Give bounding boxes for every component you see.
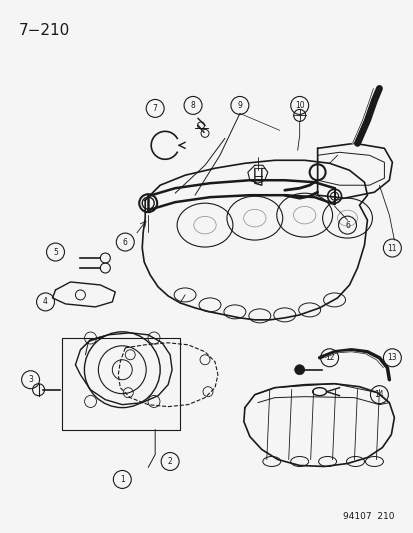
- Text: 14: 14: [374, 390, 383, 399]
- Text: 11: 11: [387, 244, 396, 253]
- Text: 12: 12: [324, 353, 334, 362]
- Text: 3: 3: [28, 375, 33, 384]
- Text: 1: 1: [120, 475, 124, 484]
- Text: 13: 13: [387, 353, 396, 362]
- Text: 10: 10: [294, 101, 304, 110]
- Text: 4: 4: [43, 297, 48, 306]
- Text: 5: 5: [53, 247, 58, 256]
- Text: 6: 6: [344, 221, 349, 230]
- Text: 6: 6: [123, 238, 127, 247]
- Text: 94107  210: 94107 210: [342, 512, 394, 521]
- Text: 9: 9: [237, 101, 242, 110]
- Text: 7−210: 7−210: [19, 22, 70, 38]
- Circle shape: [294, 365, 304, 375]
- Text: 8: 8: [190, 101, 195, 110]
- Text: 2: 2: [167, 457, 172, 466]
- Text: 7: 7: [152, 104, 157, 113]
